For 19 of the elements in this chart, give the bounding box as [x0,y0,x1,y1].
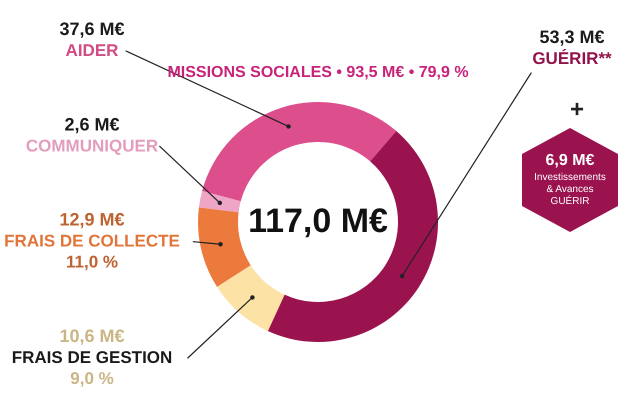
donut-slice [202,102,396,202]
donut-slice [198,207,251,287]
donut-slice [198,190,241,212]
slice-label: GUÉRIR** [532,48,612,68]
text: 117,0 M€ [248,202,388,240]
slice-label: COMMUNIQUER [26,136,158,156]
data-label: 12,9 M€ [59,210,125,230]
data-label: 2,6 M€ [64,114,120,134]
donut-slice [217,265,285,332]
data-label: 37,6 M€ [59,19,125,39]
slice-label: FRAIS DE GESTION [12,348,172,367]
text: 9,0 % [70,369,114,388]
data-label: 10,6 M€ [59,326,125,346]
slice-label: FRAIS DE COLLECTE [4,232,180,251]
text: MISSIONS SOCIALES • 93,5 M€ • 79,9 % [167,64,469,81]
data-label: 53,3 M€ [539,27,605,47]
slice-label: AIDER [66,41,118,60]
text: 11,0 % [66,252,118,272]
text: + [570,96,584,123]
